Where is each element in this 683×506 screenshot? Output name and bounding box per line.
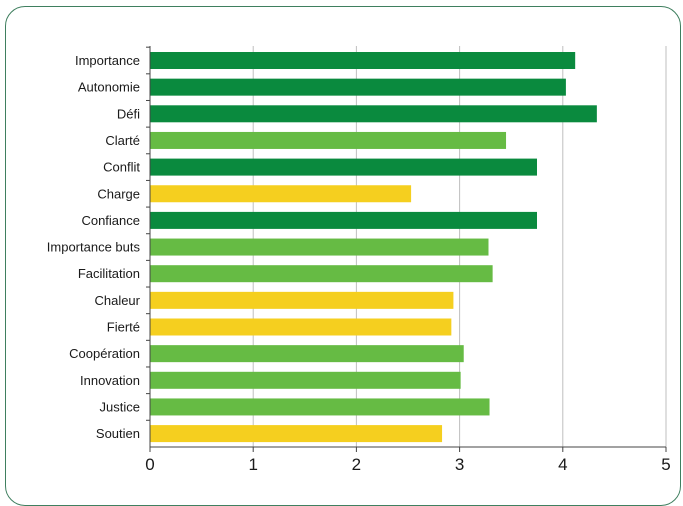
x-tick-label: 4 bbox=[558, 455, 567, 474]
bar-charge bbox=[150, 185, 412, 203]
bar-autonomie bbox=[150, 78, 566, 96]
bar-d-fi bbox=[150, 105, 597, 123]
bar-facilitation bbox=[150, 265, 493, 283]
bar-importance-buts bbox=[150, 238, 489, 256]
bar-innovation bbox=[150, 371, 461, 389]
category-label: Importance buts bbox=[47, 240, 141, 255]
category-label: Défi bbox=[117, 106, 140, 121]
bar-importance bbox=[150, 52, 576, 69]
category-label: Fierté bbox=[107, 320, 140, 335]
category-label: Innovation bbox=[80, 373, 140, 388]
x-tick-label: 3 bbox=[455, 455, 464, 474]
category-label: Importance bbox=[75, 53, 140, 68]
category-label: Confiance bbox=[81, 213, 140, 228]
x-tick-label: 2 bbox=[352, 455, 361, 474]
category-label: Chaleur bbox=[94, 293, 140, 308]
bar-conflit bbox=[150, 158, 537, 176]
category-label: Clarté bbox=[105, 133, 140, 148]
axes bbox=[146, 46, 667, 452]
category-label: Justice bbox=[100, 399, 140, 414]
bar-clart- bbox=[150, 131, 507, 149]
bars bbox=[150, 52, 597, 443]
category-label: Charge bbox=[97, 186, 140, 201]
bar-justice bbox=[150, 398, 490, 416]
bar-confiance bbox=[150, 211, 537, 229]
x-tick-label: 1 bbox=[248, 455, 257, 474]
x-tick-label: 0 bbox=[145, 455, 154, 474]
category-label: Conflit bbox=[103, 160, 140, 175]
category-label: Coopération bbox=[69, 346, 140, 361]
bar-chaleur bbox=[150, 291, 454, 309]
category-label: Soutien bbox=[96, 426, 140, 441]
category-labels: Importance Autonomie Défi Clarté Conflit Char… bbox=[47, 53, 141, 441]
bar-fiert- bbox=[150, 318, 452, 336]
x-tick-labels: 0 1 2 3 4 5 bbox=[145, 455, 670, 474]
category-label: Autonomie bbox=[78, 80, 140, 95]
x-tick-label: 5 bbox=[661, 455, 670, 474]
bar-coop-ration bbox=[150, 345, 464, 363]
bar-soutien bbox=[150, 425, 443, 443]
category-label: Facilitation bbox=[78, 266, 140, 281]
